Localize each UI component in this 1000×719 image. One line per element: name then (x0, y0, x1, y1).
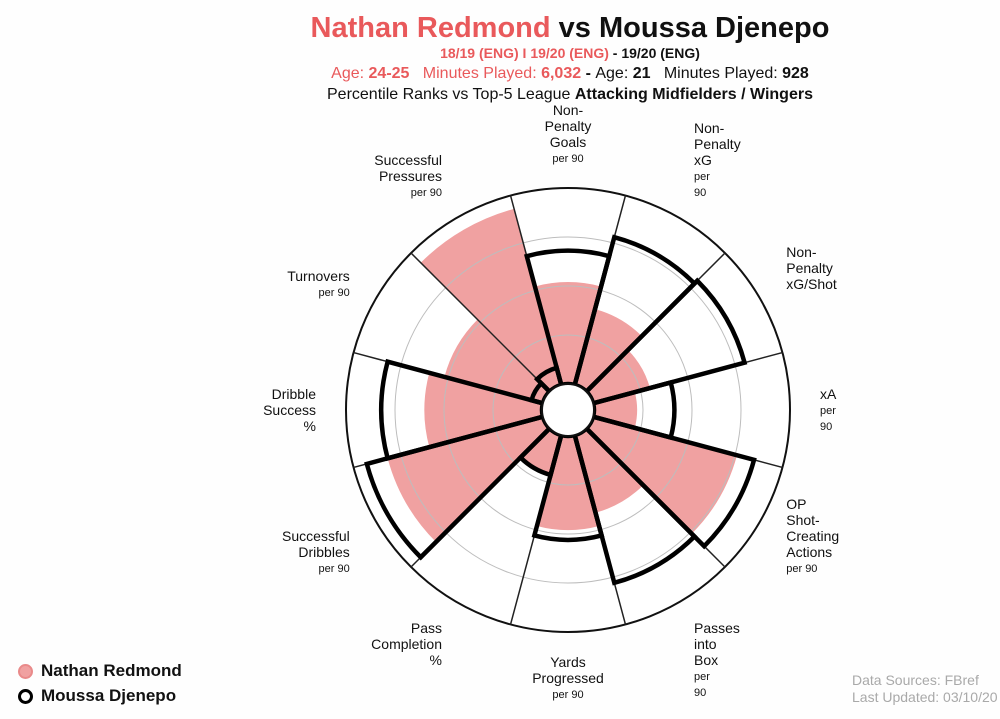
axis-label-unit: per 90 (319, 287, 350, 299)
axis-label-line: Penalty (545, 118, 592, 134)
axis-label-line: OP (786, 496, 806, 512)
axis-label-line: Box (694, 652, 718, 668)
title-vs: vs (558, 12, 591, 44)
axis-label-line: Turnovers (287, 268, 350, 284)
axis-label-line: Pressures (379, 168, 442, 184)
axis-label-line: Pass (411, 620, 442, 636)
axis-label-line: % (430, 652, 442, 668)
axis-label-unit: per 90 (786, 563, 817, 575)
axis-label-unit: per 90 (319, 563, 350, 575)
axis-label-line: Dribbles (298, 544, 349, 560)
last-updated-line: Last Updated: 03/10/20 (852, 689, 998, 705)
minutes-value-2: 928 (782, 65, 809, 82)
axis-label-line: Non- (694, 120, 725, 136)
minutes-value-1: 6,032 (541, 65, 582, 82)
legend-swatch-player1 (18, 663, 33, 679)
axis-label-line: Shot- (786, 512, 820, 528)
axis-label: xA per 90 (820, 386, 837, 433)
age-label-2: Age: (595, 65, 633, 82)
legend-label-player1: Nathan Redmond (41, 661, 182, 680)
axis-label-line: Progressed (532, 670, 604, 686)
axis-label-line: xG (694, 152, 712, 168)
axis-label-unit: per (694, 671, 710, 683)
axis-label-line: Completion (371, 636, 442, 652)
axis-label-line: Actions (786, 544, 832, 560)
radar-spoke (410, 252, 551, 393)
radar-gridline-ring (394, 236, 742, 584)
age-label-1: Age: (331, 65, 369, 82)
age-value-1: 24-25 (368, 65, 410, 82)
axis-label-unit: 90 (820, 421, 832, 433)
axis-label-unit: per 90 (411, 187, 442, 199)
minutes-label-1: Minutes Played: (422, 65, 542, 82)
seasons-player2: - 19/20 (ENG) (608, 45, 700, 61)
axis-label-line: Penalty (786, 260, 833, 276)
axis-label-line: Passes (694, 620, 740, 636)
axis-label-unit: 90 (694, 687, 706, 699)
axis-label: Turnovers per 90 (287, 268, 350, 299)
axis-label-line: Dribble (272, 386, 317, 402)
wedge-player1 (536, 435, 600, 531)
axis-label-unit: 90 (694, 187, 706, 199)
axis-label-line: Creating (786, 528, 839, 544)
axis-label-line: % (304, 418, 316, 434)
axis-label-line: Successful (282, 528, 350, 544)
title-player2: Moussa Djenepo (599, 12, 830, 44)
title-player1: Nathan Redmond (310, 12, 551, 44)
subtitle-prefix: Percentile Ranks vs Top-5 League (327, 86, 575, 103)
seasons-player1: 18/19 (ENG) I 19/20 (ENG) (440, 45, 609, 61)
meta-line: Age: 24-25 Minutes Played: 6,032 - Age: … (0, 65, 1000, 83)
radar-gridline-ring (443, 285, 693, 535)
axis-label-line: Penalty (694, 136, 741, 152)
axis-label-line: xA (820, 386, 837, 402)
chart-title: Nathan Redmond vs Moussa Djenepo (0, 12, 1000, 45)
axis-label-line: Non- (786, 244, 817, 260)
axis-label-unit: per (694, 171, 710, 183)
axis-label-line: into (694, 636, 717, 652)
age-value-2: 21 (632, 65, 651, 82)
axis-label-line: xG/Shot (786, 276, 837, 292)
data-sources-line: Data Sources: FBref (852, 672, 979, 688)
legend-swatch-player2 (18, 688, 33, 704)
legend-item-player2: Moussa Djenepo (18, 686, 176, 706)
axis-label-line: Goals (550, 134, 587, 150)
axis-label-unit: per (820, 405, 836, 417)
axis-label-line: Non- (553, 102, 584, 118)
wedge-player1 (586, 350, 650, 404)
radar-center-hole (541, 383, 595, 437)
legend-label-player2: Moussa Djenepo (41, 686, 177, 705)
radar-gridline-ring (492, 334, 644, 486)
axis-label-unit: per 90 (552, 153, 583, 165)
axis-label-line: Success (263, 402, 316, 418)
axis-label-unit: per 90 (552, 689, 583, 701)
minutes-label-2: Minutes Played: (663, 65, 783, 82)
axis-label-line: Successful (374, 152, 442, 168)
meta-separator: - (581, 65, 596, 82)
axis-label-line: Yards (550, 654, 586, 670)
wedge-player1 (534, 282, 602, 385)
seasons-line: 18/19 (ENG) I 19/20 (ENG) - 19/20 (ENG) (0, 45, 1000, 61)
wedge-player1 (521, 428, 562, 473)
chart-subtitle: Percentile Ranks vs Top-5 League Attacki… (0, 86, 1000, 104)
wedge-player1 (424, 372, 543, 448)
subtitle-position: Attacking Midfielders / Wingers (574, 86, 813, 103)
data-sources: Data Sources: FBref Last Updated: 03/10/… (852, 672, 1000, 706)
legend-item-player1: Nathan Redmond (18, 661, 182, 681)
